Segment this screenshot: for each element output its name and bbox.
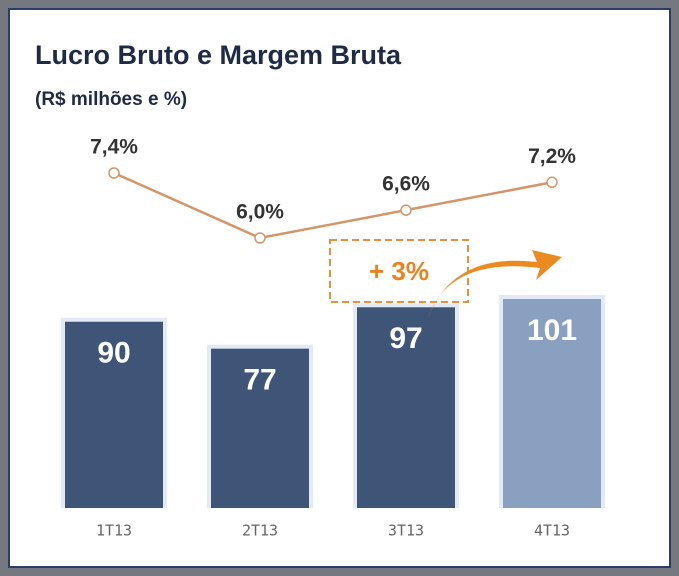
bar-label: 101 <box>527 314 577 347</box>
line-label: 6,0% <box>236 201 284 224</box>
line-label: 6,6% <box>382 173 430 196</box>
line-label: 7,4% <box>90 136 138 159</box>
bar <box>503 299 601 508</box>
bar <box>211 348 309 508</box>
bar-label: 90 <box>97 337 130 370</box>
plot: 1T13 2T13 3T13 4T13 90 77 97 101 7,4% 6,0% 6,6% 7,2… <box>61 136 605 540</box>
x-tick-label: 3T13 <box>388 522 424 540</box>
growth-arrow <box>428 250 562 318</box>
annotation: + 3% <box>369 256 429 286</box>
x-tick-label: 2T13 <box>242 522 278 540</box>
line-label: 7,2% <box>528 145 576 168</box>
chart-subtitle: (R$ milhões e %) <box>35 89 187 110</box>
bar-label: 97 <box>389 322 422 355</box>
line <box>113 171 553 240</box>
chart-title: Lucro Bruto e Margem Bruta <box>35 40 402 70</box>
line-point <box>254 232 266 244</box>
x-tick-label: 1T13 <box>96 522 132 540</box>
line-point <box>108 167 120 179</box>
x-tick-label: 4T13 <box>534 522 570 540</box>
bar <box>65 321 163 508</box>
bar <box>357 307 455 508</box>
line-point <box>400 204 412 216</box>
bar-label: 77 <box>243 364 276 397</box>
line-point <box>546 176 558 189</box>
